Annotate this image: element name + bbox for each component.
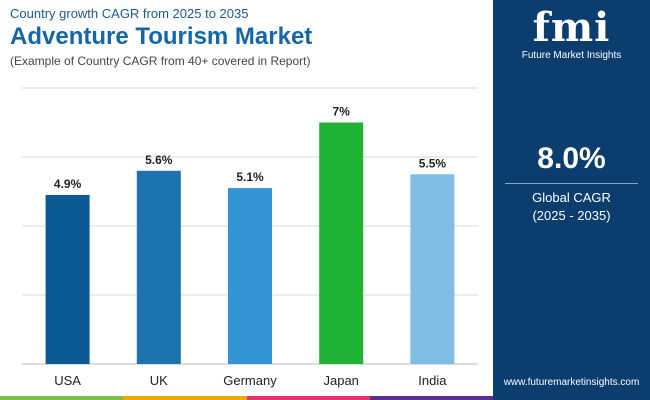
bar-chart: 4.9% USA 5.6% UK 5.1% Germany 7% Japan 5.5% India [22,87,478,388]
chart-header: Country growth CAGR from 2025 to 2035 Ad… [10,6,480,68]
data-label-uk: 5.6% [145,153,173,167]
data-label-india: 5.5% [419,156,447,170]
bar-germany [228,188,272,364]
data-label-usa: 4.9% [54,177,82,191]
strip-segment [246,396,370,400]
chart-title: Adventure Tourism Market [10,23,313,50]
data-label-japan: 7% [333,105,351,119]
bar-india [410,174,455,364]
data-label-germany: 5.1% [236,170,264,184]
global-cagr-label-line2: (2025 - 2035) [532,208,611,223]
bottom-color-strip [0,396,493,400]
chart-subtitle: Country growth CAGR from 2025 to 2035 [10,6,249,21]
global-cagr-label: Global CAGR (2025 - 2035) [493,189,650,225]
strip-segment [369,396,493,400]
logo-mark: fmi [532,4,611,51]
global-cagr-label-line1: Global CAGR [532,190,611,205]
bar-usa [45,194,90,364]
chart-note: (Example of Country CAGR from 40+ covere… [10,54,311,68]
bar-uk [136,170,181,364]
x-tick-label-japan: Japan [323,373,358,388]
fmi-logo: fmi Future Market Insights [493,4,650,62]
summary-panel: fmi Future Market Insights 8.0% Global C… [493,0,650,400]
x-tick-label-uk: UK [150,373,168,388]
x-tick-label-india: India [418,373,447,388]
global-cagr-value: 8.0% [537,142,606,175]
logo-text: Future Market Insights [521,50,622,61]
website-link[interactable]: www.futuremarketinsights.com [503,377,640,388]
x-tick-label-germany: Germany [223,373,277,388]
strip-segment [0,396,124,400]
panel-divider [505,183,638,184]
strip-segment [123,396,247,400]
x-tick-label-usa: USA [54,373,81,388]
bar-japan [319,122,364,364]
